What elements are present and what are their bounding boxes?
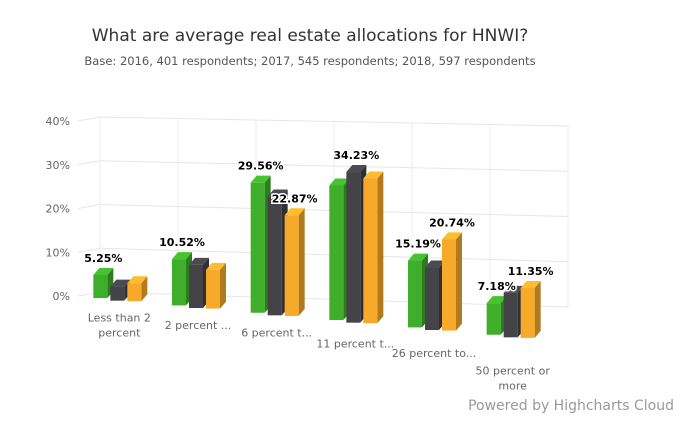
- data-label: 20.74%: [429, 216, 475, 229]
- column-top: [284, 208, 305, 216]
- column-front: [110, 286, 125, 301]
- chart-title: What are average real estate allocations…: [91, 26, 529, 46]
- credits-link[interactable]: Powered by Highcharts Cloud: [468, 398, 674, 414]
- column-front: [442, 239, 456, 331]
- column-top: [127, 276, 148, 284]
- x-category-label: 50 percent or: [475, 364, 550, 377]
- column-side: [456, 232, 462, 331]
- columns: [93, 165, 541, 338]
- column-front: [520, 287, 535, 338]
- column-front: [486, 303, 501, 335]
- data-label: 22.87%: [272, 192, 318, 205]
- column-front: [206, 269, 220, 309]
- x-category-label: Less than 2: [88, 312, 151, 325]
- column-top: [346, 165, 367, 173]
- data-labels: 5.25% 10.52% 29.56% 22.87% 34.23% 15.19% 20.74…: [83, 148, 555, 295]
- data-label: 29.56%: [238, 160, 284, 173]
- column-series-3: [442, 232, 462, 331]
- x-category-label: 2 percent ...: [165, 319, 232, 332]
- column-front: [503, 292, 518, 338]
- column-top: [425, 260, 445, 268]
- column-top: [189, 257, 209, 265]
- column-side: [141, 276, 148, 302]
- column-side: [298, 208, 305, 316]
- column-top: [267, 189, 288, 197]
- column-top: [329, 178, 350, 186]
- y-tick-label: 40%: [46, 115, 70, 128]
- column-front: [127, 283, 142, 302]
- column-front: [93, 274, 108, 299]
- column-front: [425, 267, 439, 330]
- column-side: [220, 262, 226, 309]
- grid-lines: 0% 10% 20% 30% 40%: [46, 115, 569, 308]
- column-series-1: [93, 267, 114, 299]
- y-tick-label: 30%: [46, 159, 70, 172]
- column-front: [172, 259, 186, 306]
- x-category-label: 6 percent t...: [241, 326, 312, 339]
- column-front: [267, 196, 282, 316]
- column-top: [250, 175, 271, 183]
- column-front: [363, 178, 378, 324]
- column-series-3: [127, 276, 148, 302]
- data-label: 15.19%: [395, 238, 441, 251]
- column-front: [250, 182, 265, 313]
- column-front: [329, 185, 344, 321]
- x-category-label: more: [498, 379, 527, 392]
- side-gridline: [77, 204, 101, 209]
- x-category-label: 26 percent to...: [392, 347, 476, 360]
- y-tick-label: 10%: [46, 246, 70, 259]
- column-top: [363, 171, 384, 179]
- data-label: 10.52%: [159, 236, 205, 249]
- side-gridline: [77, 116, 101, 122]
- y-tick-label: 0%: [53, 290, 70, 303]
- chart-subtitle: Base: 2016, 401 respondents; 2017, 545 r…: [84, 54, 536, 68]
- column-side: [377, 171, 384, 324]
- x-category-label: 11 percent t...: [316, 338, 394, 351]
- column-top: [486, 296, 507, 304]
- data-label: 5.25%: [84, 252, 122, 265]
- data-label: 34.23%: [333, 149, 379, 162]
- column-front: [284, 215, 299, 316]
- column-top: [93, 267, 114, 275]
- side-gridline: [77, 247, 101, 253]
- column-series-3: [206, 262, 226, 309]
- column-series-3: [284, 208, 305, 316]
- side-gridline: [77, 160, 101, 166]
- column-series-3: [363, 171, 384, 324]
- data-label: 11.35%: [508, 265, 554, 278]
- column-side: [534, 280, 541, 338]
- column-top: [503, 285, 524, 293]
- x-category-label: percent: [98, 327, 141, 340]
- column-top: [408, 253, 428, 261]
- column-top: [206, 262, 226, 270]
- column-series-3: [520, 280, 541, 338]
- column-front: [189, 264, 203, 308]
- y-tick-label: 20%: [46, 203, 70, 216]
- column-top: [172, 252, 192, 260]
- column-top: [520, 280, 541, 288]
- column-front: [346, 172, 361, 323]
- column-top: [442, 232, 462, 240]
- column-top: [110, 279, 131, 287]
- column-front: [408, 260, 422, 328]
- data-label: 7.18%: [478, 280, 516, 293]
